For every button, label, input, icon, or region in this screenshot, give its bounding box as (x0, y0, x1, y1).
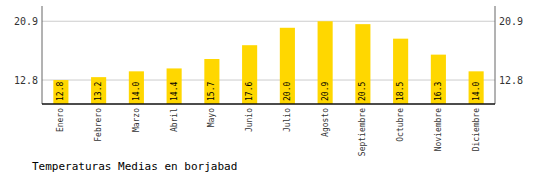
data-label: 20.9 (321, 82, 330, 101)
data-label: 15.7 (207, 82, 216, 101)
bar (242, 45, 257, 104)
x-tick-label: Febrero (94, 108, 103, 142)
bar (318, 21, 333, 104)
y-tick-label: 20.9 (14, 16, 38, 27)
data-label: 14.0 (472, 82, 481, 101)
y-tick-label-right: 12.8 (499, 75, 523, 86)
x-tick-label: Diciembre (472, 108, 481, 152)
x-tick-label: Septiembre (358, 108, 367, 156)
x-tick-label: Enero (56, 108, 65, 132)
bar (91, 77, 106, 104)
x-tick-label: Agosto (321, 108, 330, 137)
bar (431, 55, 446, 104)
y-axis-line-right (495, 6, 496, 104)
x-tick-label: Marzo (132, 108, 141, 132)
x-tick-label: Abril (170, 108, 179, 132)
bar (53, 80, 68, 104)
x-axis-line (42, 103, 495, 105)
bar (355, 24, 370, 104)
data-label: 14.0 (132, 82, 141, 101)
bar (129, 71, 144, 104)
bar (167, 68, 182, 104)
grid-line (42, 80, 495, 81)
data-label: 20.0 (283, 82, 292, 101)
data-label: 12.8 (56, 82, 65, 101)
x-tick-label: Octubre (396, 108, 405, 142)
bars (53, 21, 483, 104)
data-label: 18.5 (396, 82, 405, 101)
bar (280, 28, 295, 104)
y-tick-label-right: 20.9 (499, 16, 523, 27)
data-label: 16.3 (434, 82, 443, 101)
x-tick-label: Julio (283, 108, 292, 132)
grid-line (42, 21, 495, 22)
chart: 12.8 13.2 14.0 14.4 15.7 17.6 20.0 20.9 20.5 18.5… (0, 0, 537, 174)
y-axis-line (42, 6, 43, 104)
x-tick-label: Mayo (207, 108, 216, 127)
bar (393, 39, 408, 104)
bar (469, 71, 484, 104)
data-label: 17.6 (245, 82, 254, 101)
title: Temperaturas Medias en borjabad (32, 160, 237, 173)
data-label: 14.4 (170, 82, 179, 101)
bar (204, 59, 219, 104)
data-label: 20.5 (358, 82, 367, 101)
x-tick-label: Junio (245, 108, 254, 132)
y-tick-label: 12.8 (14, 75, 38, 86)
x-tick-label: Noviembre (434, 108, 443, 152)
data-label: 13.2 (94, 82, 103, 101)
